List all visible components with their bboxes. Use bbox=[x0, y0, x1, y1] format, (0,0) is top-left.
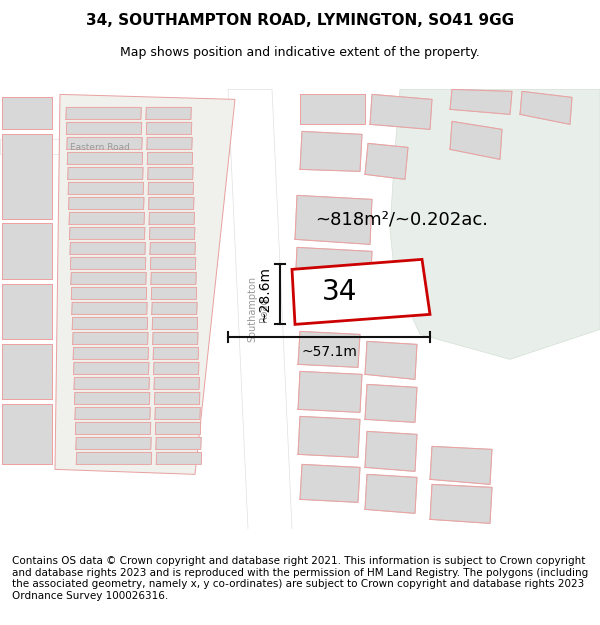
Polygon shape bbox=[146, 122, 192, 134]
Polygon shape bbox=[2, 223, 52, 279]
Polygon shape bbox=[295, 196, 372, 244]
Polygon shape bbox=[73, 332, 148, 344]
Polygon shape bbox=[520, 91, 572, 124]
Polygon shape bbox=[365, 474, 417, 513]
Polygon shape bbox=[300, 131, 362, 171]
Text: Map shows position and indicative extent of the property.: Map shows position and indicative extent… bbox=[120, 46, 480, 59]
Polygon shape bbox=[154, 378, 199, 389]
Polygon shape bbox=[430, 484, 492, 523]
Polygon shape bbox=[68, 168, 143, 179]
Polygon shape bbox=[146, 107, 191, 119]
Polygon shape bbox=[154, 392, 200, 404]
Text: ~818m²/~0.202ac.: ~818m²/~0.202ac. bbox=[315, 211, 488, 228]
Polygon shape bbox=[156, 438, 201, 449]
Polygon shape bbox=[75, 408, 151, 419]
Polygon shape bbox=[149, 228, 195, 239]
Polygon shape bbox=[67, 152, 143, 164]
Polygon shape bbox=[71, 288, 147, 299]
Polygon shape bbox=[2, 98, 52, 129]
Polygon shape bbox=[365, 431, 417, 471]
Polygon shape bbox=[70, 228, 145, 239]
Polygon shape bbox=[155, 422, 201, 434]
Polygon shape bbox=[2, 344, 52, 399]
Polygon shape bbox=[298, 416, 360, 457]
Polygon shape bbox=[74, 378, 149, 389]
Polygon shape bbox=[370, 94, 432, 129]
Polygon shape bbox=[67, 138, 142, 149]
Polygon shape bbox=[147, 138, 192, 149]
Polygon shape bbox=[154, 362, 199, 374]
Polygon shape bbox=[390, 89, 600, 359]
Polygon shape bbox=[2, 134, 52, 219]
Polygon shape bbox=[147, 152, 193, 164]
Polygon shape bbox=[68, 198, 144, 209]
Polygon shape bbox=[365, 384, 417, 423]
Polygon shape bbox=[292, 259, 430, 324]
Polygon shape bbox=[300, 464, 360, 503]
Polygon shape bbox=[295, 248, 372, 294]
Polygon shape bbox=[152, 332, 198, 344]
Polygon shape bbox=[74, 362, 149, 374]
Polygon shape bbox=[365, 341, 417, 379]
Polygon shape bbox=[0, 139, 230, 154]
Polygon shape bbox=[2, 284, 52, 339]
Polygon shape bbox=[450, 89, 512, 114]
Polygon shape bbox=[151, 258, 196, 269]
Polygon shape bbox=[152, 302, 197, 314]
Text: Eastern Road: Eastern Road bbox=[70, 143, 130, 152]
Polygon shape bbox=[66, 107, 142, 119]
Polygon shape bbox=[76, 438, 151, 449]
Polygon shape bbox=[76, 452, 152, 464]
Text: ~28.6m: ~28.6m bbox=[258, 266, 272, 322]
Polygon shape bbox=[153, 348, 199, 359]
Polygon shape bbox=[300, 94, 365, 124]
Polygon shape bbox=[149, 198, 194, 209]
Polygon shape bbox=[151, 272, 196, 284]
Polygon shape bbox=[69, 213, 145, 224]
Polygon shape bbox=[55, 94, 235, 474]
Polygon shape bbox=[72, 302, 147, 314]
Polygon shape bbox=[71, 272, 146, 284]
Text: 34: 34 bbox=[322, 278, 358, 306]
Polygon shape bbox=[365, 143, 408, 179]
Polygon shape bbox=[150, 242, 196, 254]
Polygon shape bbox=[155, 408, 200, 419]
Text: ~57.1m: ~57.1m bbox=[301, 346, 357, 359]
Polygon shape bbox=[430, 446, 492, 484]
Polygon shape bbox=[149, 213, 194, 224]
Polygon shape bbox=[68, 182, 143, 194]
Polygon shape bbox=[228, 89, 292, 529]
Polygon shape bbox=[148, 168, 193, 179]
Polygon shape bbox=[74, 392, 150, 404]
Polygon shape bbox=[73, 348, 149, 359]
Polygon shape bbox=[151, 288, 197, 299]
Polygon shape bbox=[156, 452, 202, 464]
Text: 34, SOUTHAMPTON ROAD, LYMINGTON, SO41 9GG: 34, SOUTHAMPTON ROAD, LYMINGTON, SO41 9G… bbox=[86, 13, 514, 28]
Polygon shape bbox=[2, 404, 52, 464]
Text: Southampton
Road: Southampton Road bbox=[247, 276, 269, 342]
Polygon shape bbox=[298, 331, 360, 367]
Polygon shape bbox=[70, 258, 146, 269]
Text: Contains OS data © Crown copyright and database right 2021. This information is : Contains OS data © Crown copyright and d… bbox=[12, 556, 588, 601]
Polygon shape bbox=[67, 122, 142, 134]
Polygon shape bbox=[148, 182, 194, 194]
Polygon shape bbox=[76, 422, 151, 434]
Polygon shape bbox=[72, 318, 148, 329]
Polygon shape bbox=[298, 371, 362, 413]
Polygon shape bbox=[152, 318, 197, 329]
Polygon shape bbox=[70, 242, 145, 254]
Polygon shape bbox=[450, 121, 502, 159]
